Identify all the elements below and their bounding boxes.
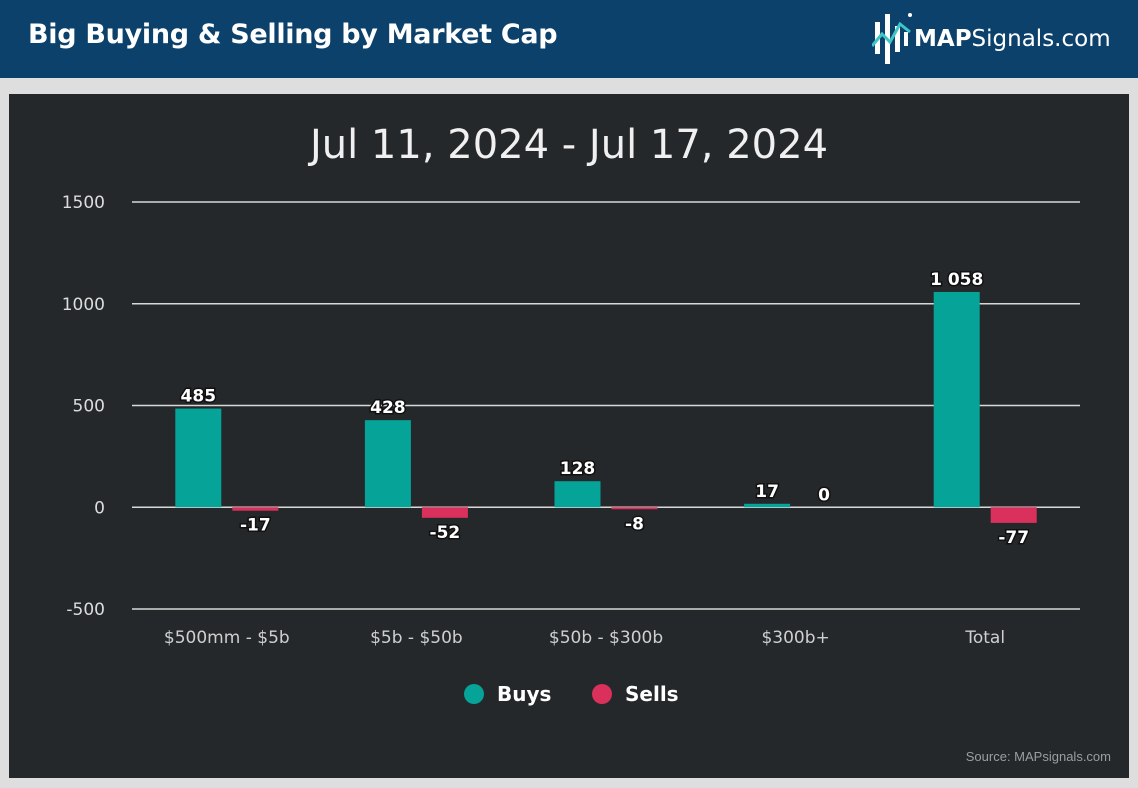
data-label: 485 [181, 387, 217, 407]
gridlines [132, 201, 1080, 610]
legend-sells-marker [592, 684, 612, 704]
y-tick-label: 1000 [62, 295, 105, 315]
bar-chart: Jul 11, 2024 - Jul 17, 2024 -500 0 500 1000… [62, 122, 1080, 706]
data-label: 0 [818, 485, 830, 505]
chart-title: Jul 11, 2024 - Jul 17, 2024 [307, 122, 828, 168]
x-tick-label: $300b+ [761, 628, 829, 648]
legend-sells-label: Sells [625, 682, 679, 706]
sells-bar [232, 507, 279, 511]
header-bar: Big Buying & Selling by Market Cap MAPSi… [0, 0, 1138, 78]
mapsignals-logo[interactable]: MAPSignals.com [872, 10, 1122, 68]
sells-bar [990, 507, 1037, 523]
y-tick-label: 0 [94, 498, 105, 518]
legend[interactable]: Buys Sells [464, 682, 679, 706]
y-tick-label: 500 [73, 397, 105, 417]
legend-buys-label: Buys [497, 682, 551, 706]
x-tick-label: $500mm - $5b [164, 628, 290, 648]
mapsignals-logo-icon [872, 13, 912, 64]
data-label: 17 [755, 482, 779, 502]
data-label: 428 [370, 398, 406, 418]
data-label: -17 [240, 516, 271, 536]
page-title: Big Buying & Selling by Market Cap [28, 19, 558, 50]
x-axis: $500mm - $5b $5b - $50b $50b - $300b $300b+… [164, 628, 1005, 648]
data-label: 128 [560, 459, 596, 479]
buys-bar [933, 291, 980, 508]
logo-text: MAPSignals.com [914, 26, 1111, 52]
buys-bar [364, 420, 411, 508]
y-axis: -500 0 500 1000 1500 [62, 193, 105, 620]
y-tick-label: 1500 [62, 193, 105, 213]
data-label: 1 058 [930, 270, 983, 290]
data-label: -77 [998, 528, 1029, 548]
y-tick-label: -500 [66, 600, 105, 620]
buys-bar [744, 503, 791, 508]
data-label: -52 [430, 523, 461, 543]
bars: 485 -17 428 -52 128 -8 17 0 1 058 -77 [175, 268, 1037, 549]
sells-bar [611, 507, 658, 510]
sells-bar [421, 507, 468, 518]
x-tick-label: $50b - $300b [549, 628, 663, 648]
source-note: Source: MAPsignals.com [965, 749, 1111, 764]
x-tick-label: $5b - $50b [370, 628, 463, 648]
chart-panel: Jul 11, 2024 - Jul 17, 2024 -500 0 500 1000… [9, 94, 1129, 778]
x-tick-label: Total [964, 628, 1005, 648]
legend-buys-marker [464, 684, 484, 704]
buys-bar [175, 408, 222, 508]
data-label: -8 [625, 514, 644, 534]
buys-bar [554, 481, 601, 508]
